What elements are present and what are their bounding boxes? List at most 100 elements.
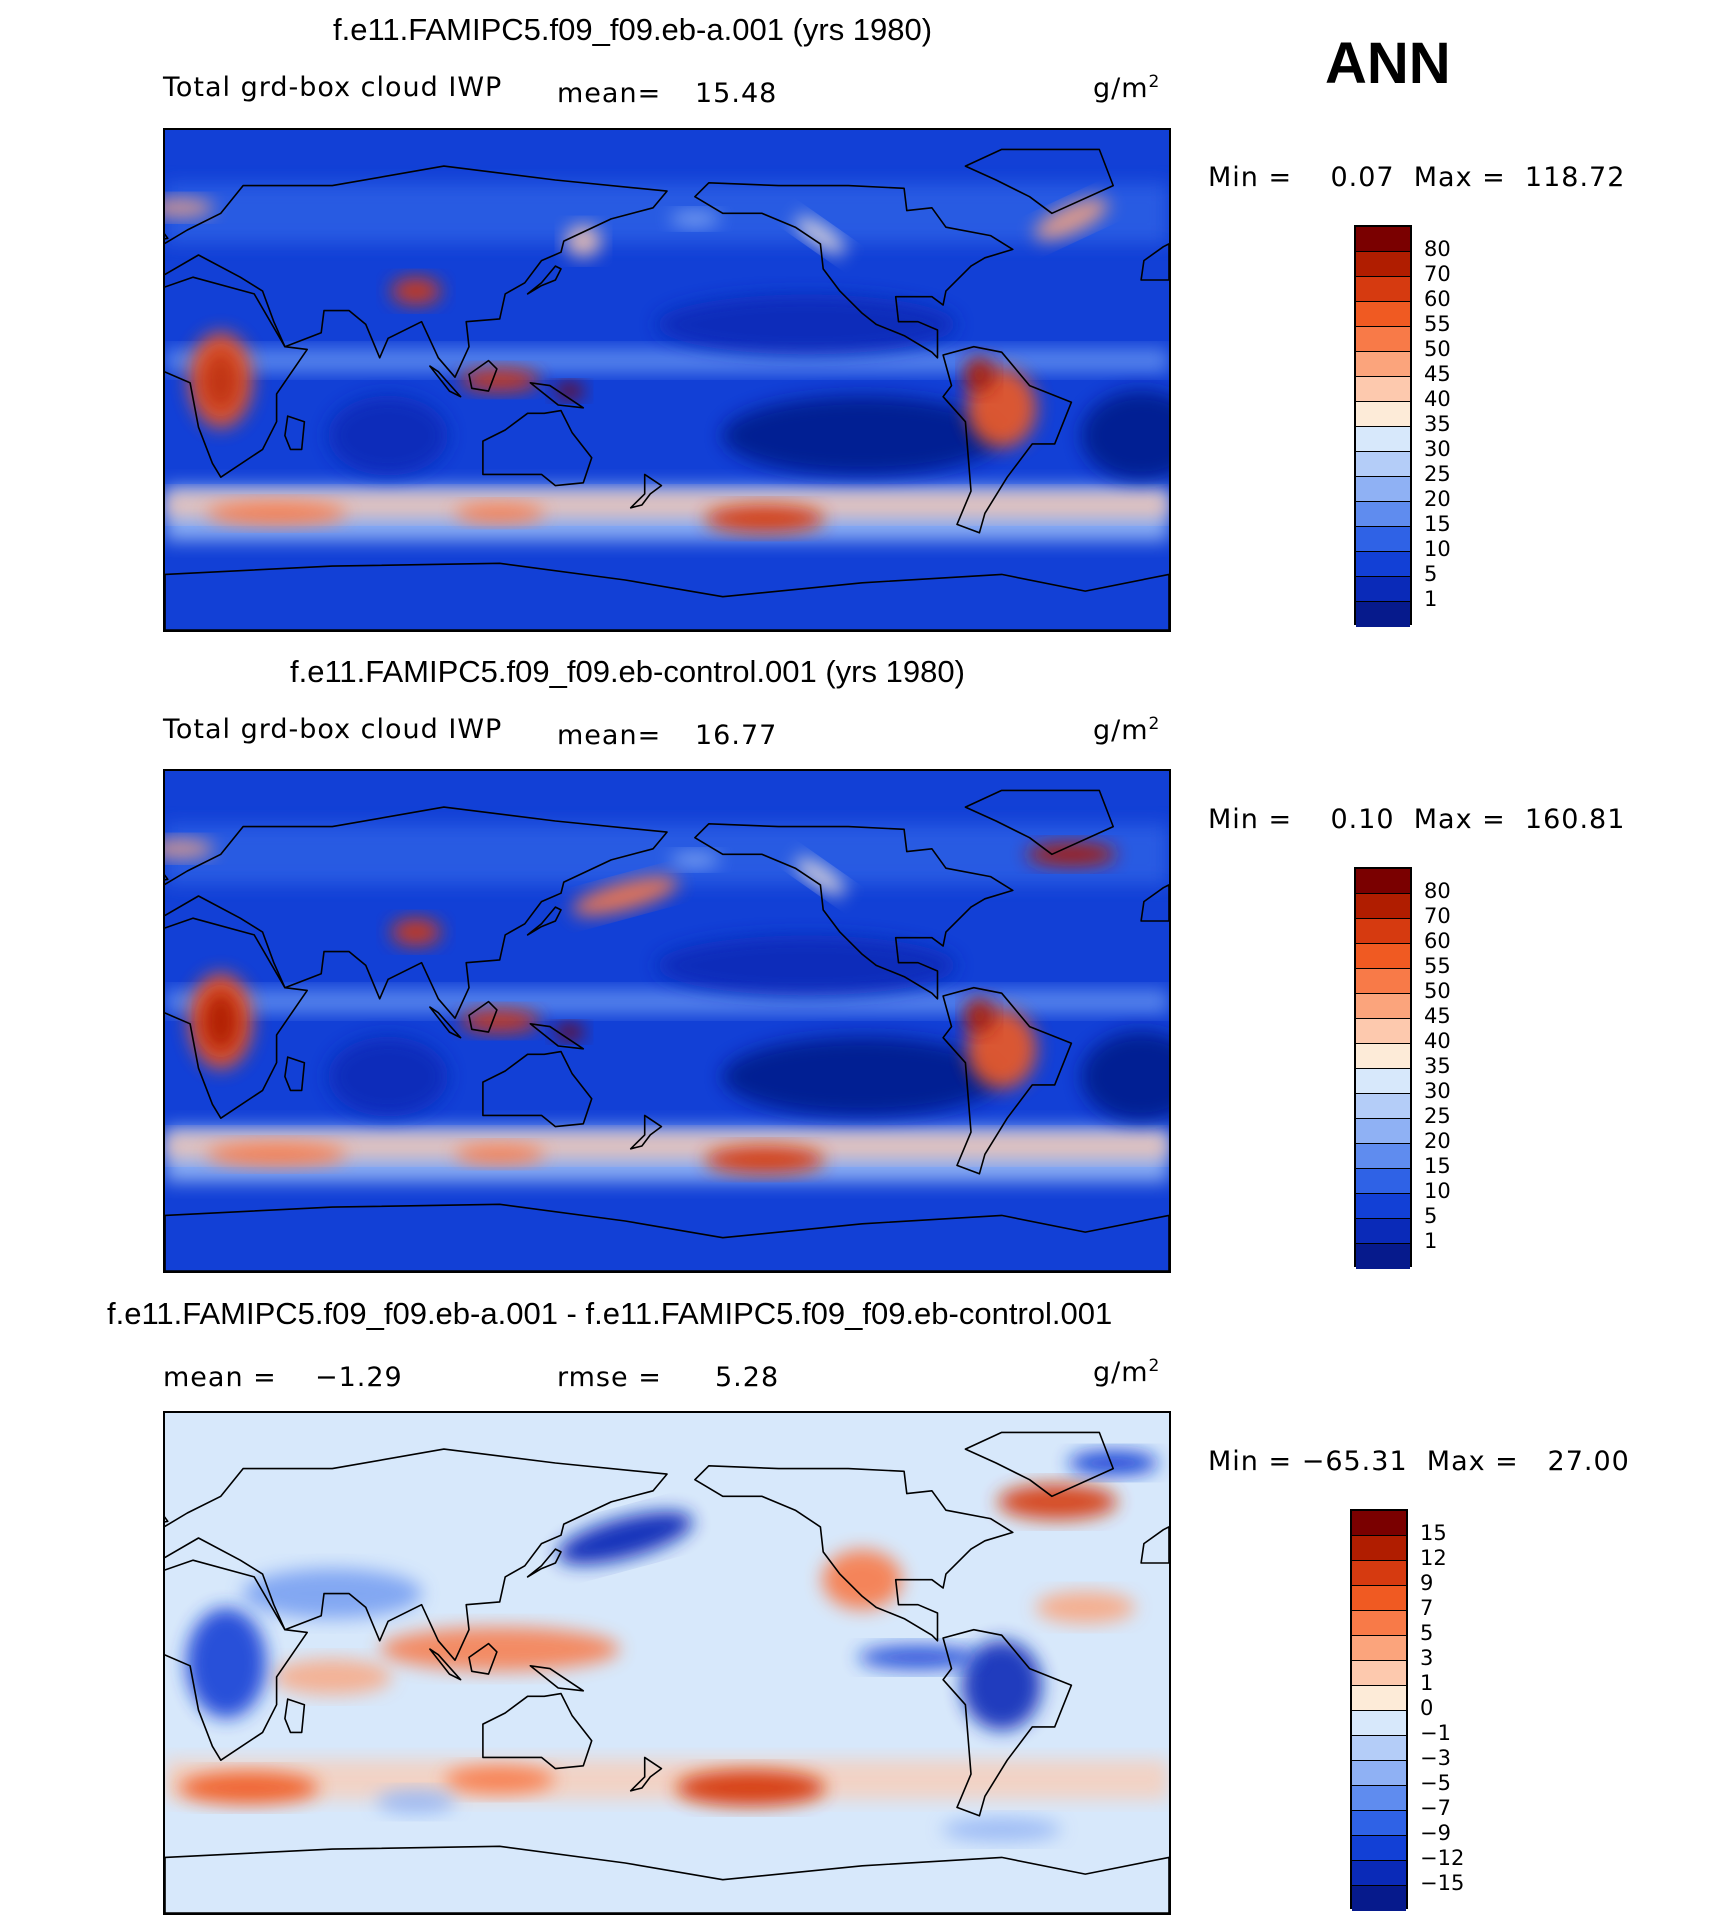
colorbar-tick-label: 20 [1424, 1129, 1451, 1153]
panel1-map [163, 128, 1171, 632]
colorbar-tick-label: 12 [1420, 1546, 1447, 1570]
panel3-map [163, 1411, 1171, 1915]
panel3-title: f.e11.FAMIPC5.f09_f09.eb-a.001 - f.e11.F… [107, 1296, 1113, 1331]
colorbar-swatch [1352, 1660, 1406, 1686]
colorbar-swatch [1352, 1585, 1406, 1611]
panel3-colorbar [1350, 1509, 1408, 1911]
colorbar-swatch [1352, 1785, 1406, 1811]
colorbar-tick-label: 9 [1420, 1571, 1434, 1595]
panel1-title: f.e11.FAMIPC5.f09_f09.eb-a.001 (yrs 1980… [333, 12, 933, 47]
colorbar-swatch [1352, 1885, 1406, 1911]
colorbar-tick-label: 35 [1424, 1054, 1451, 1078]
panel1-mean-label: mean= [557, 78, 662, 109]
colorbar-tick-label: 45 [1424, 1004, 1451, 1028]
colorbar-swatch [1356, 1243, 1410, 1269]
colorbar-tick-label: 15 [1424, 1154, 1451, 1178]
colorbar-tick-label: 10 [1424, 537, 1451, 561]
colorbar-tick-label: 30 [1424, 1079, 1451, 1103]
panel3-mean-label: mean = [163, 1362, 277, 1393]
colorbar-tick-label: 35 [1424, 412, 1451, 436]
colorbar-tick-label: 0 [1420, 1696, 1434, 1720]
colorbar-swatch [1356, 918, 1410, 944]
colorbar-swatch [1352, 1535, 1406, 1561]
colorbar-swatch [1356, 993, 1410, 1019]
panel3-units: g/m2 [1093, 1356, 1161, 1388]
colorbar-tick-label: 80 [1424, 237, 1451, 261]
colorbar-tick-label: −12 [1420, 1846, 1465, 1870]
colorbar-tick-label: 70 [1424, 904, 1451, 928]
colorbar-tick-label: 5 [1424, 562, 1438, 586]
colorbar-swatch [1356, 1143, 1410, 1169]
colorbar-swatch [1356, 401, 1410, 427]
colorbar-swatch [1356, 227, 1410, 253]
colorbar-swatch [1356, 551, 1410, 577]
colorbar-swatch [1356, 501, 1410, 527]
colorbar-swatch [1356, 376, 1410, 402]
panel2-title: f.e11.FAMIPC5.f09_f09.eb-control.001 (yr… [290, 654, 965, 689]
panel2-mean-value: 16.77 [695, 720, 778, 751]
colorbar-swatch [1356, 1093, 1410, 1119]
colorbar-tick-label: 55 [1424, 954, 1451, 978]
season-label: ANN [1325, 31, 1451, 96]
colorbar-tick-label: 40 [1424, 387, 1451, 411]
colorbar-swatch [1356, 351, 1410, 377]
panel1-minmax: Min = 0.07 Max = 118.72 [1208, 162, 1626, 193]
panel2-units: g/m2 [1093, 714, 1161, 746]
colorbar-swatch [1356, 526, 1410, 552]
colorbar-tick-label: −9 [1420, 1821, 1451, 1845]
colorbar-swatch [1356, 301, 1410, 327]
colorbar-swatch [1356, 1118, 1410, 1144]
panel2-map [163, 769, 1171, 1273]
colorbar-tick-label: 15 [1424, 512, 1451, 536]
panel1-variable: Total grd-box cloud IWP [163, 72, 503, 103]
colorbar-swatch [1356, 601, 1410, 627]
colorbar-swatch [1356, 251, 1410, 277]
colorbar-tick-label: 1 [1424, 1229, 1438, 1253]
colorbar-swatch [1352, 1860, 1406, 1886]
colorbar-tick-label: 5 [1424, 1204, 1438, 1228]
colorbar-swatch [1356, 326, 1410, 352]
colorbar-swatch [1352, 1735, 1406, 1761]
colorbar-tick-label: −3 [1420, 1746, 1451, 1770]
panel3-rmse-label: rmse = [557, 1362, 662, 1393]
panel1-mean-value: 15.48 [695, 78, 778, 109]
panel2-variable: Total grd-box cloud IWP [163, 714, 503, 745]
colorbar-tick-label: 25 [1424, 1104, 1451, 1128]
colorbar-tick-label: −1 [1420, 1721, 1451, 1745]
colorbar-swatch [1356, 943, 1410, 969]
panel3-mean-value: −1.29 [315, 1362, 403, 1393]
colorbar-tick-label: 15 [1420, 1521, 1447, 1545]
colorbar-swatch [1356, 1168, 1410, 1194]
colorbar-swatch [1356, 893, 1410, 919]
colorbar-swatch [1356, 1068, 1410, 1094]
colorbar-tick-label: 7 [1420, 1596, 1434, 1620]
colorbar-swatch [1356, 869, 1410, 895]
colorbar-swatch [1356, 1018, 1410, 1044]
colorbar-tick-label: 40 [1424, 1029, 1451, 1053]
colorbar-tick-label: 20 [1424, 487, 1451, 511]
panel2-minmax: Min = 0.10 Max = 160.81 [1208, 804, 1626, 835]
colorbar-swatch [1352, 1511, 1406, 1537]
colorbar-swatch [1356, 426, 1410, 452]
colorbar-tick-label: 30 [1424, 437, 1451, 461]
colorbar-swatch [1356, 276, 1410, 302]
colorbar-tick-label: 55 [1424, 312, 1451, 336]
panel3-minmax: Min = −65.31 Max = 27.00 [1208, 1446, 1630, 1477]
colorbar-tick-label: 60 [1424, 929, 1451, 953]
colorbar-tick-label: 50 [1424, 979, 1451, 1003]
colorbar-tick-label: 45 [1424, 362, 1451, 386]
colorbar-swatch [1352, 1560, 1406, 1586]
colorbar-swatch [1352, 1635, 1406, 1661]
colorbar-swatch [1356, 1043, 1410, 1069]
colorbar-swatch [1356, 576, 1410, 602]
panel1-colorbar [1354, 225, 1412, 627]
colorbar-swatch [1352, 1685, 1406, 1711]
colorbar-tick-label: −15 [1420, 1871, 1465, 1895]
colorbar-tick-label: 10 [1424, 1179, 1451, 1203]
colorbar-tick-label: −7 [1420, 1796, 1451, 1820]
colorbar-swatch [1356, 476, 1410, 502]
colorbar-tick-label: −5 [1420, 1771, 1451, 1795]
colorbar-swatch [1356, 968, 1410, 994]
panel1-units: g/m2 [1093, 72, 1161, 104]
panel2-colorbar [1354, 867, 1412, 1269]
